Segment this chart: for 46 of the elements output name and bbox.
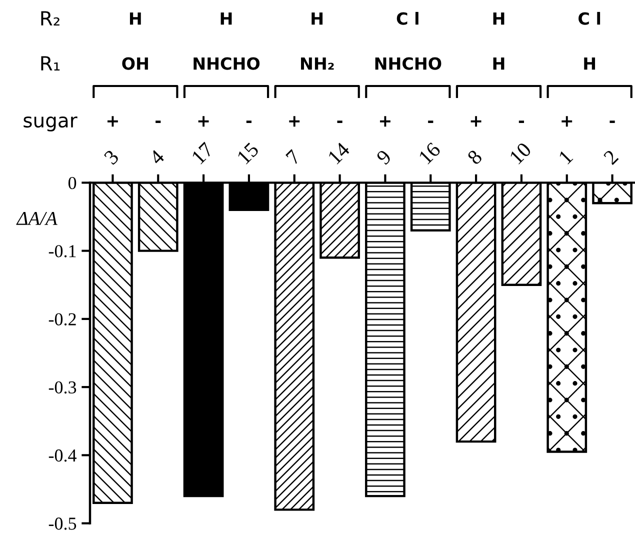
text: OH: [122, 57, 148, 70]
y-tick-label: -0.5: [48, 518, 76, 530]
text: NH₂: [301, 57, 334, 70]
y-tick-label: -0.3: [48, 381, 76, 394]
x-tick-label: 4: [148, 148, 166, 166]
y-tick-label: -0.2: [48, 313, 76, 326]
x-tick-label: 2: [603, 149, 619, 166]
text: +: [107, 116, 118, 127]
text: R₂: [41, 11, 60, 26]
x-tick-label: 7: [286, 149, 302, 165]
text: -: [428, 120, 434, 123]
x-tick-label: 9: [376, 149, 392, 166]
text: +: [289, 116, 300, 127]
text: +: [470, 116, 482, 127]
x-tick-label: 16: [418, 142, 442, 165]
x-tick-label: 14: [328, 141, 350, 164]
x-tick-label: 8: [466, 149, 483, 166]
y-tick-label: -0.4: [48, 449, 77, 462]
x-tick-label: 17: [191, 142, 214, 164]
text: NHCHO: [375, 57, 442, 70]
text: -: [246, 120, 252, 123]
text: +: [198, 116, 209, 127]
x-tick-label: 3: [104, 149, 120, 166]
text: H: [312, 12, 323, 25]
text: H: [220, 12, 232, 25]
text: +: [380, 116, 390, 127]
y-tick-label: -0.1: [48, 245, 76, 258]
x-tick-label: 10: [509, 142, 532, 165]
text: -: [610, 120, 615, 123]
x-tick-label: 15: [236, 142, 260, 165]
text: C l: [396, 12, 418, 25]
y-tick-label: 0: [68, 176, 76, 190]
text: NHCHO: [194, 57, 260, 70]
y-axis-title: ΔA/A: [16, 212, 58, 226]
text: H: [493, 12, 504, 25]
text: -: [337, 120, 342, 123]
text: H: [493, 57, 504, 70]
text: -: [518, 120, 524, 123]
text: +: [562, 116, 572, 127]
text: -: [156, 120, 161, 123]
text: R₁: [41, 56, 60, 70]
x-tick-label: 1: [558, 149, 574, 164]
text: sugar: [24, 116, 78, 132]
text: H: [584, 57, 596, 70]
text: H: [130, 12, 141, 25]
text: C l: [578, 12, 600, 25]
